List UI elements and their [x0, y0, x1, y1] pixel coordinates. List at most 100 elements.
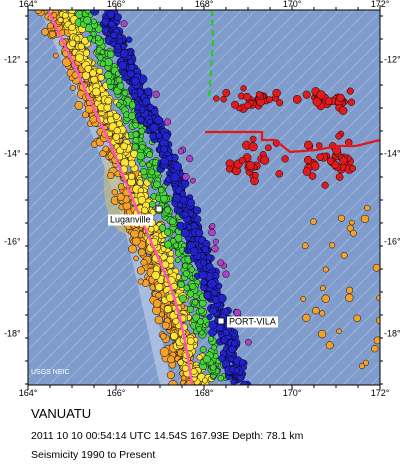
quake-marker: [364, 204, 371, 212]
quake-marker: [371, 345, 379, 353]
lat-label-16-left: -16°: [4, 236, 21, 247]
quake-marker: [208, 320, 218, 330]
quake-marker: [237, 374, 244, 382]
quake-marker: [212, 238, 219, 245]
quake-marker: [322, 266, 329, 273]
quake-marker: [208, 328, 217, 337]
quake-marker: [233, 308, 241, 317]
quake-marker: [132, 130, 140, 138]
quake-marker: [218, 354, 226, 363]
quake-marker: [128, 159, 136, 168]
quake-marker: [166, 255, 175, 264]
lon-label-166-bottom: 166°: [106, 388, 126, 398]
lat-label-14-right: -14°: [384, 148, 401, 159]
lat-label-18-left: -18°: [4, 328, 21, 339]
seismicity-subtitle: Seismicity 1990 to Present: [31, 449, 156, 461]
quake-marker: [101, 26, 110, 35]
quake-marker: [238, 156, 246, 164]
quake-marker: [340, 251, 348, 259]
quake-marker: [164, 206, 171, 214]
quake-marker: [231, 100, 239, 109]
quake-marker: [276, 99, 284, 107]
quake-marker: [177, 359, 184, 366]
quake-marker: [202, 355, 211, 364]
quake-marker: [106, 50, 115, 59]
quake-marker: [149, 123, 159, 133]
quake-marker: [148, 168, 156, 176]
earthquake-markers: [34, 10, 380, 385]
quake-marker: [70, 85, 76, 91]
lon-label-164-top: 164°: [18, 0, 38, 9]
quake-marker: [349, 164, 356, 172]
quake-marker: [112, 133, 121, 141]
quake-marker: [197, 318, 204, 325]
lon-label-168-top: 168°: [194, 0, 214, 9]
quake-marker: [155, 282, 164, 292]
quake-marker: [220, 95, 227, 103]
quake-marker: [324, 97, 333, 106]
lat-label-18-right: -18°: [384, 328, 401, 339]
quake-marker: [240, 85, 247, 92]
quake-marker: [97, 74, 105, 82]
quake-marker: [200, 278, 208, 286]
quake-marker: [91, 18, 97, 25]
quake-marker: [146, 151, 153, 159]
quake-marker: [362, 359, 369, 366]
quake-marker: [353, 314, 361, 323]
quake-marker: [198, 270, 208, 280]
quake-marker: [144, 87, 153, 96]
quake-marker: [84, 10, 91, 14]
quake-marker: [158, 224, 167, 232]
quake-marker: [178, 294, 187, 303]
quake-marker: [158, 311, 165, 318]
quake-marker: [328, 242, 336, 249]
quake-marker: [212, 296, 220, 304]
quake-marker: [169, 237, 177, 245]
quake-marker: [292, 95, 302, 104]
lon-label-166-top: 166°: [106, 0, 126, 9]
quake-marker: [195, 228, 204, 238]
quake-marker: [360, 214, 370, 224]
quake-marker: [104, 58, 113, 67]
quake-marker: [347, 98, 355, 106]
quake-marker: [147, 225, 155, 233]
quake-marker: [187, 210, 194, 217]
quake-marker: [151, 107, 159, 116]
quake-marker: [61, 12, 69, 19]
quake-marker: [231, 340, 238, 347]
quake-marker: [152, 90, 160, 99]
quake-marker: [186, 155, 194, 163]
quake-marker: [189, 247, 199, 256]
quake-marker: [128, 63, 136, 72]
quake-marker: [146, 118, 154, 125]
quake-marker: [138, 127, 146, 135]
quake-marker: [127, 58, 134, 65]
quake-marker: [89, 115, 98, 124]
quake-marker: [177, 148, 184, 155]
quake-marker: [57, 17, 64, 23]
quake-marker: [300, 296, 307, 302]
quake-marker: [174, 257, 181, 264]
quake-marker: [186, 337, 195, 345]
quake-marker: [222, 328, 230, 336]
quake-marker: [120, 142, 128, 150]
quake-marker: [346, 286, 354, 294]
lat-label-12-left: -12°: [4, 54, 21, 65]
quake-marker: [186, 305, 195, 314]
fault-dashed-line: [207, 10, 215, 101]
quake-marker: [240, 364, 247, 371]
quake-marker: [345, 293, 354, 302]
quake-marker: [316, 153, 324, 161]
quake-marker: [208, 228, 216, 237]
lon-label-170-top: 170°: [282, 0, 302, 9]
quake-marker: [160, 194, 168, 203]
quake-marker: [163, 118, 172, 126]
quake-marker: [132, 122, 139, 129]
quake-marker: [146, 162, 152, 168]
quake-marker: [217, 374, 225, 382]
quake-marker: [105, 78, 113, 85]
quake-marker: [338, 106, 348, 115]
quake-marker: [152, 299, 162, 308]
quake-marker: [255, 91, 263, 98]
quake-marker: [159, 347, 170, 357]
